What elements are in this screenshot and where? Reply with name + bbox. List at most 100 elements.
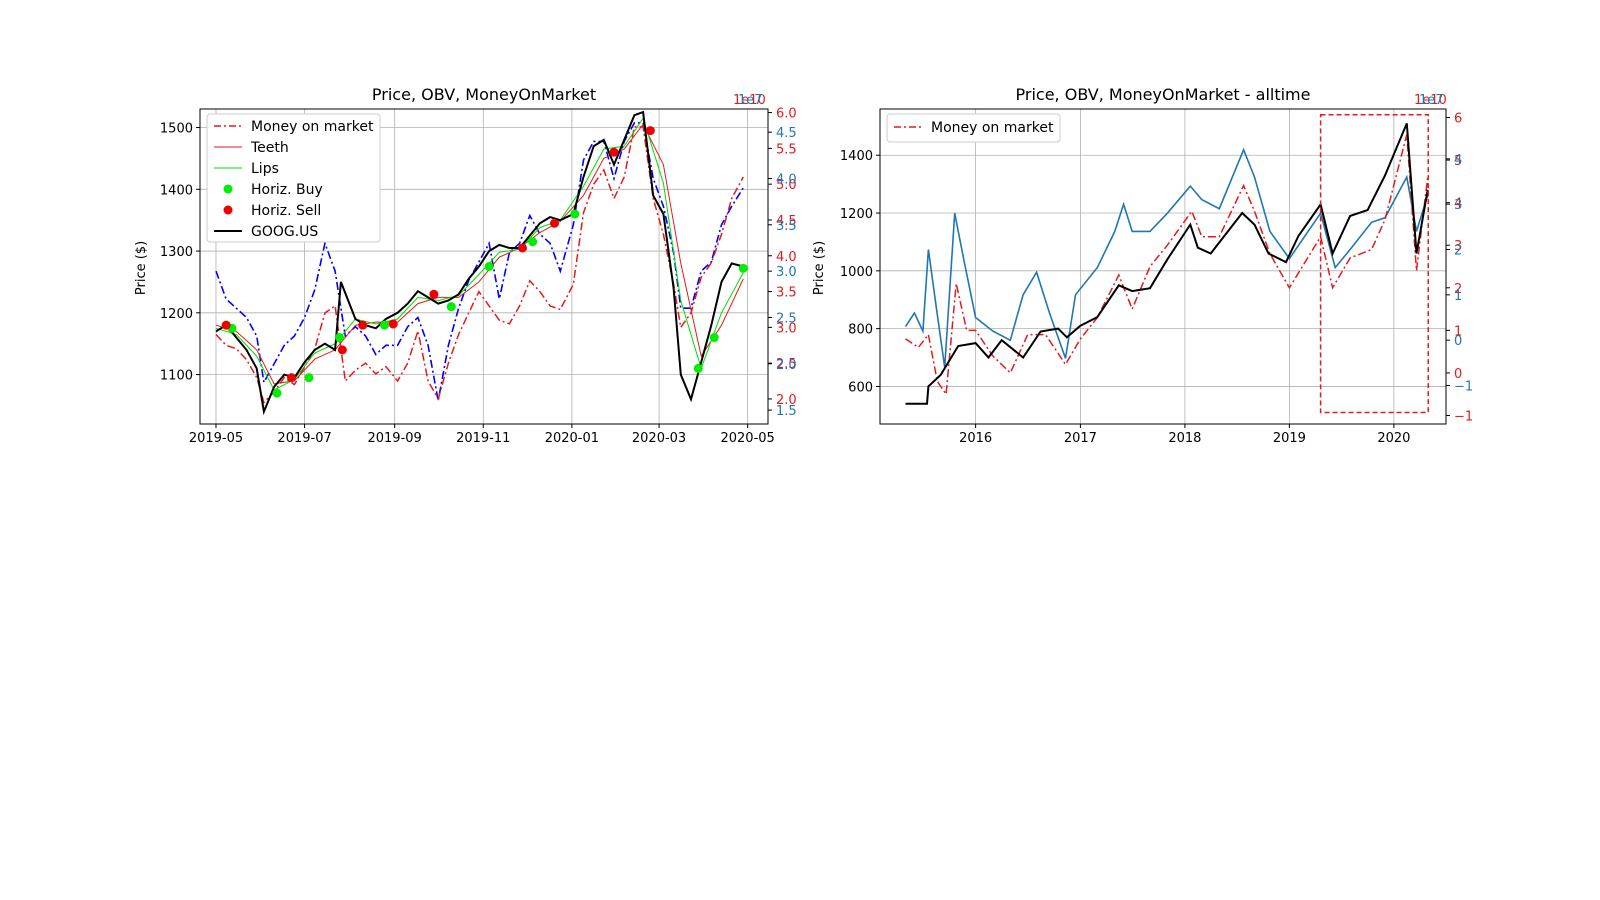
x-tick-label: 2019 [1273, 431, 1306, 446]
buy-point [446, 302, 456, 312]
sell-point [388, 319, 398, 329]
obv-series-line [904, 147, 1429, 368]
legend-label: GOOG.US [251, 224, 318, 240]
obv-tick-label: 1.5 [776, 404, 797, 419]
money-tick-label: −1 [1454, 409, 1473, 424]
buy-point [379, 320, 389, 330]
money-tick-label: 4.5 [776, 214, 797, 229]
money-series-line [905, 134, 1429, 397]
money-tick-label: 5 [1454, 154, 1462, 169]
chart-title: Price, OBV, MoneyOnMarket [372, 85, 596, 104]
legend-box [206, 113, 381, 243]
legend-label: Horiz. Sell [251, 203, 321, 219]
y-tick-label: 1100 [160, 369, 193, 384]
sell-point [609, 147, 619, 157]
sell-point [549, 218, 559, 228]
teeth-series-line [215, 123, 744, 385]
buy-point [570, 209, 580, 219]
money-tick-label: 3.5 [776, 286, 797, 301]
price-series-line [905, 123, 1429, 405]
series-layer [904, 123, 1429, 405]
money-exponent-label: 1e10 [1414, 93, 1447, 108]
legend-box [886, 113, 1061, 143]
y-tick-label: 1400 [840, 149, 873, 164]
x-axis: 2019-05 2019-07 2019-09 2019-11 2020-01 2020-… [189, 424, 775, 446]
legend-label: Horiz. Buy [251, 182, 323, 198]
buy-point [334, 333, 344, 343]
legend-item-sell: Horiz. Sell [223, 203, 321, 219]
chart-left: 2019-05 2019-07 2019-09 2019-11 2020-01 2020-… [134, 85, 797, 446]
buy-point [693, 363, 703, 373]
obv-exponent-label: 1e7 [738, 93, 763, 108]
obv-tick-label: 4.5 [776, 126, 797, 141]
money-series-line [215, 126, 744, 404]
obv-tick-label: 3.5 [776, 219, 797, 234]
y-tick-label: 1200 [840, 207, 873, 222]
money-tick-label: 2.5 [776, 357, 797, 372]
plot-frame [879, 108, 1447, 425]
lips-series-line [215, 117, 744, 391]
series-clip [904, 123, 1429, 405]
money-exponent-label: 1e10 [733, 93, 766, 108]
x-tick-label: 2019-07 [277, 431, 331, 446]
grid [880, 109, 1446, 424]
sell-point [358, 320, 368, 330]
price-series-line [215, 110, 744, 416]
buy-point [272, 388, 282, 398]
money-tick-label: 2.0 [776, 393, 797, 408]
y-axis: 600 800 1000 1200 1400 [840, 149, 880, 395]
x-tick-label: 2019-09 [367, 431, 421, 446]
money-tick-label: 5.0 [776, 178, 797, 193]
y-tick-label: 800 [848, 323, 873, 338]
legend-marker [223, 184, 233, 194]
legend: Money on market [886, 113, 1061, 143]
buy-point [709, 333, 719, 343]
obv-tick-label: 4 [1454, 153, 1462, 168]
sell-point [645, 126, 655, 136]
obv-tick-label: −1 [1454, 379, 1473, 394]
obv-series-line [215, 122, 744, 401]
series-layer [215, 110, 748, 416]
sell-point [221, 320, 231, 330]
legend-marker [223, 205, 233, 215]
legend-item-money: Money on market [894, 120, 1054, 136]
x-axis: 2016 2017 2018 2019 2020 [959, 424, 1410, 446]
money-tick-label: 3 [1454, 239, 1462, 254]
money-tick-label: 6 [1454, 112, 1462, 127]
x-tick-label: 2016 [959, 431, 992, 446]
x-tick-label: 2019-11 [456, 431, 510, 446]
y-axis-label: Price ($) [812, 241, 827, 295]
y-tick-label: 1200 [160, 307, 193, 322]
sell-point [287, 373, 297, 383]
legend-label: Money on market [251, 119, 374, 135]
y-axis: 1100 1200 1300 1400 1500 [160, 122, 200, 384]
x-tick-label: 2020-03 [632, 431, 686, 446]
sell-point [337, 345, 347, 355]
x-tick-label: 2020-05 [720, 431, 774, 446]
buy-point [738, 263, 748, 273]
sell-point [517, 243, 527, 253]
buy-point [304, 373, 314, 383]
money-tick-label: 4.0 [776, 250, 797, 265]
y-tick-label: 1500 [160, 122, 193, 137]
y-tick-label: 1400 [160, 183, 193, 198]
obv-tick-label: 1 [1454, 289, 1462, 304]
y-tick-label: 600 [848, 380, 873, 395]
money-tick-label: 6.0 [776, 107, 797, 122]
legend-item-money: Money on market [214, 119, 374, 135]
right-axis-money: 2.02.53.03.54.04.55.05.56.0 [768, 107, 797, 408]
money-tick-label: 3.0 [776, 321, 797, 336]
obv-tick-label: 2 [1454, 244, 1462, 259]
money-tick-label: 1 [1454, 324, 1462, 339]
highlight-rectangle [1319, 114, 1429, 414]
y-tick-label: 1000 [840, 265, 873, 280]
legend-item-lips: Lips [214, 161, 279, 177]
x-tick-label: 2017 [1064, 431, 1097, 446]
money-tick-label: 2 [1454, 282, 1462, 297]
money-tick-label: 0 [1454, 367, 1462, 382]
obv-tick-label: 0 [1454, 334, 1462, 349]
buy-point [484, 262, 494, 271]
